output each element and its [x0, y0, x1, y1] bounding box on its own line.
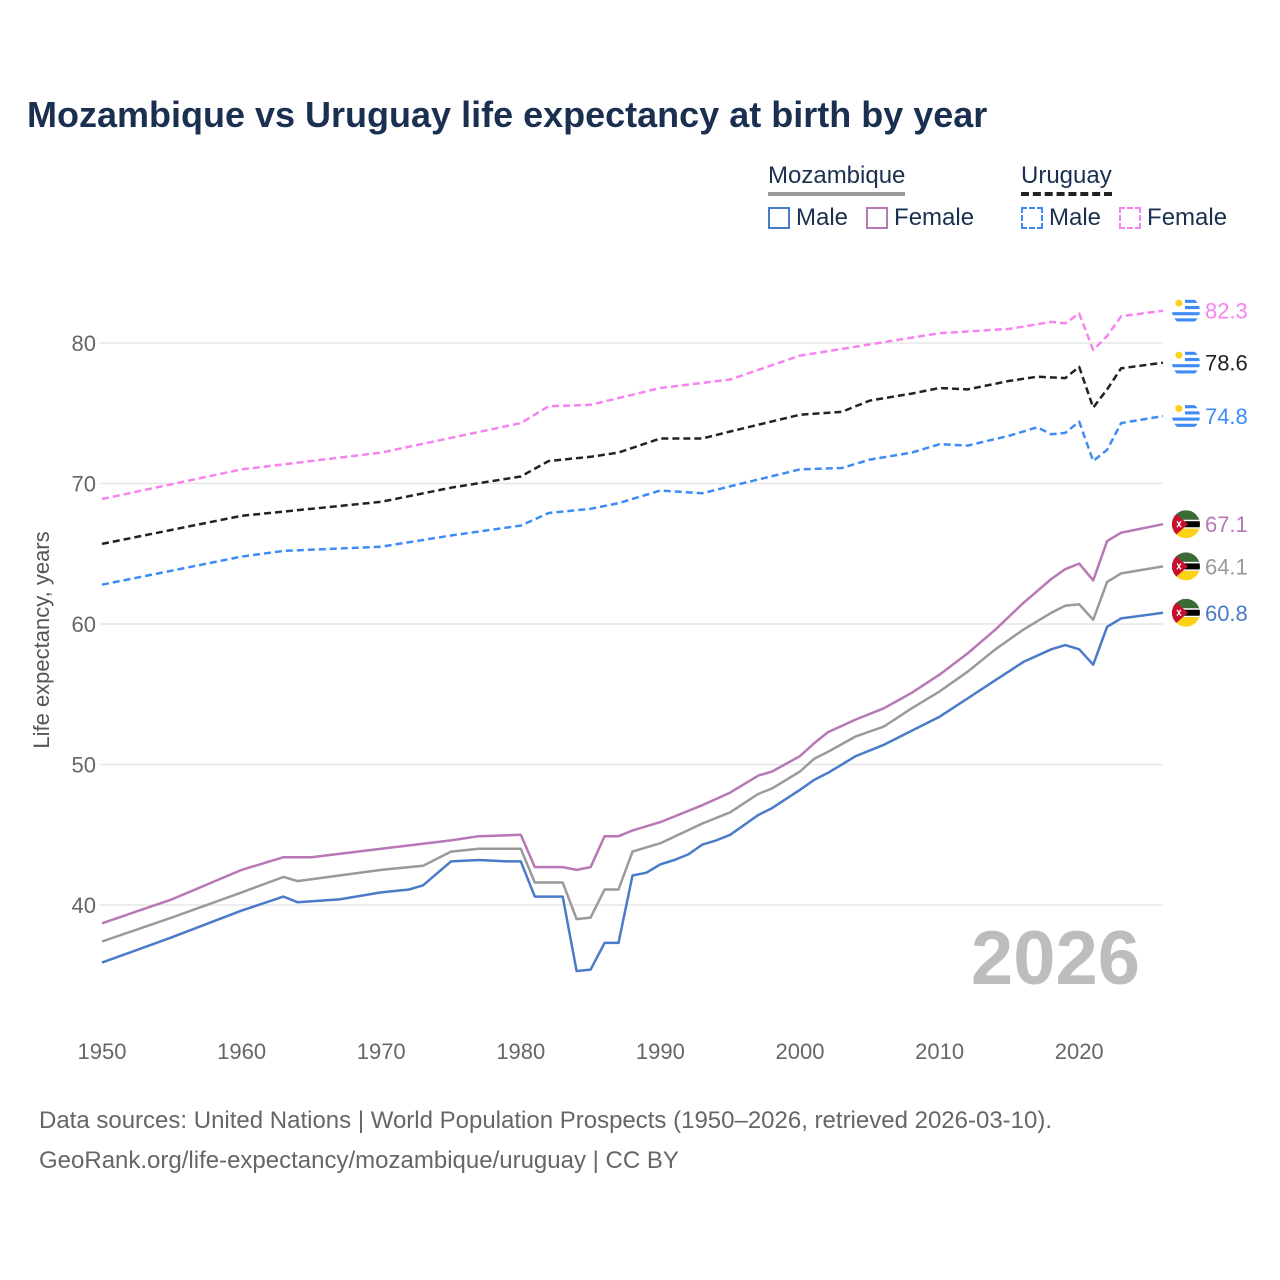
- series-line-mozambique-male: [101, 611, 1164, 973]
- end-value-label: 74.8: [1205, 404, 1248, 429]
- flag-stripe: [1171, 370, 1200, 374]
- legend-group-uruguay: Uruguay Male Female: [1021, 162, 1227, 232]
- legend-group-mozambique: Mozambique Male Female: [768, 162, 974, 232]
- legend-swatch: [1119, 207, 1142, 229]
- flag-green: [1171, 598, 1200, 609]
- flag-body: [1171, 296, 1200, 325]
- x-tick-label: 2010: [915, 1039, 964, 1064]
- x-tick-label: 2000: [776, 1039, 825, 1064]
- flag-yellow: [1171, 617, 1200, 627]
- y-tick-label: 50: [72, 753, 96, 778]
- legend-label: Male: [1049, 204, 1102, 231]
- footer-link[interactable]: GeoRank.org/life-expectancy/mozambique/u…: [39, 1147, 679, 1174]
- flag-stripe: [1171, 405, 1200, 409]
- uruguay-flag-icon: [1171, 402, 1200, 431]
- flag-body: [1171, 510, 1200, 539]
- flag-triangle: [1171, 552, 1188, 581]
- x-tick-label: 1950: [78, 1039, 127, 1064]
- flag-white: [1171, 569, 1200, 571]
- flag-stripe: [1171, 357, 1200, 362]
- legend-label: Female: [1147, 204, 1228, 231]
- flag-sun: [1175, 351, 1183, 359]
- series-line-uruguay: [101, 361, 1164, 546]
- uruguay-flag-icon: [1171, 296, 1200, 325]
- flag-green: [1171, 552, 1200, 562]
- flag-stripe: [1171, 305, 1200, 310]
- legend-group-title: Uruguay: [1021, 162, 1112, 196]
- flag-stripe: [1171, 417, 1200, 421]
- x-tick-label: 2020: [1055, 1039, 1104, 1064]
- flag-sun: [1175, 405, 1183, 413]
- uruguay-flag-icon: [1171, 348, 1200, 377]
- x-tick-label: 1960: [217, 1039, 266, 1064]
- flag-stripe: [1171, 364, 1200, 368]
- series-line-mozambique: [101, 565, 1164, 943]
- flag-body: [1171, 598, 1200, 627]
- flag-yellow: [1171, 570, 1200, 581]
- legend-swatch: [866, 207, 889, 229]
- flag-green: [1171, 510, 1200, 520]
- legend-item-mozambique-female[interactable]: Female: [866, 204, 974, 232]
- flag-stripe: [1171, 351, 1200, 355]
- legend-label: Female: [894, 204, 975, 231]
- flag-emblem: [1176, 520, 1182, 528]
- flag-emblem: [1176, 609, 1182, 617]
- legend-item-uruguay-female[interactable]: Female: [1119, 204, 1227, 232]
- series-line-uruguay-male: [101, 414, 1164, 586]
- flag-body: [1171, 552, 1200, 581]
- series-line-mozambique-female: [101, 522, 1164, 925]
- footer-sources: Data sources: United Nations | World Pop…: [39, 1107, 1053, 1134]
- chart-title: Mozambique vs Uruguay life expectancy at…: [27, 94, 988, 135]
- flag-white: [1171, 561, 1200, 564]
- mozambique-flag-icon: [1171, 552, 1200, 581]
- legend-item-uruguay-male[interactable]: Male: [1021, 204, 1101, 232]
- flag-emblem: [1176, 563, 1182, 570]
- x-tick-label: 1980: [496, 1039, 545, 1064]
- flag-white: [1171, 608, 1200, 610]
- series-line-uruguay-female: [101, 309, 1164, 501]
- flag-stripe: [1171, 411, 1200, 415]
- y-tick-label: 40: [72, 893, 96, 918]
- end-value-label: 64.1: [1205, 554, 1248, 579]
- legend-swatch: [1021, 207, 1043, 229]
- x-tick-label: 1990: [636, 1039, 685, 1064]
- flag-stripe: [1171, 312, 1200, 316]
- legend-swatch: [768, 207, 790, 229]
- y-tick-label: 80: [72, 331, 96, 356]
- legend-group-title: Mozambique: [768, 162, 906, 196]
- end-value-label: 60.8: [1205, 601, 1248, 626]
- x-tick-label: 1970: [357, 1039, 406, 1064]
- flag-body: [1171, 402, 1200, 431]
- end-value-label: 67.1: [1205, 512, 1248, 537]
- legend-item-mozambique-male[interactable]: Male: [768, 204, 848, 232]
- legend-label: Male: [796, 204, 849, 231]
- flag-body: [1171, 348, 1200, 377]
- flag-triangle: [1171, 598, 1188, 627]
- flag-stripe: [1171, 318, 1200, 322]
- flag-white: [1171, 527, 1200, 529]
- flag-white: [1171, 615, 1200, 618]
- mozambique-flag-icon: [1171, 598, 1200, 627]
- y-tick-label: 60: [72, 612, 96, 637]
- flag-yellow: [1171, 528, 1200, 539]
- flag-stripe: [1171, 299, 1200, 303]
- flag-stripe: [1171, 423, 1200, 427]
- mozambique-flag-icon: [1171, 510, 1200, 539]
- end-value-label: 78.6: [1205, 351, 1248, 376]
- y-tick-label: 70: [72, 472, 96, 497]
- flag-white: [1171, 519, 1200, 522]
- current-year-watermark: 2026: [970, 916, 1140, 1001]
- flag-sun: [1175, 299, 1183, 307]
- flag-triangle: [1171, 510, 1188, 539]
- end-value-label: 82.3: [1205, 299, 1248, 324]
